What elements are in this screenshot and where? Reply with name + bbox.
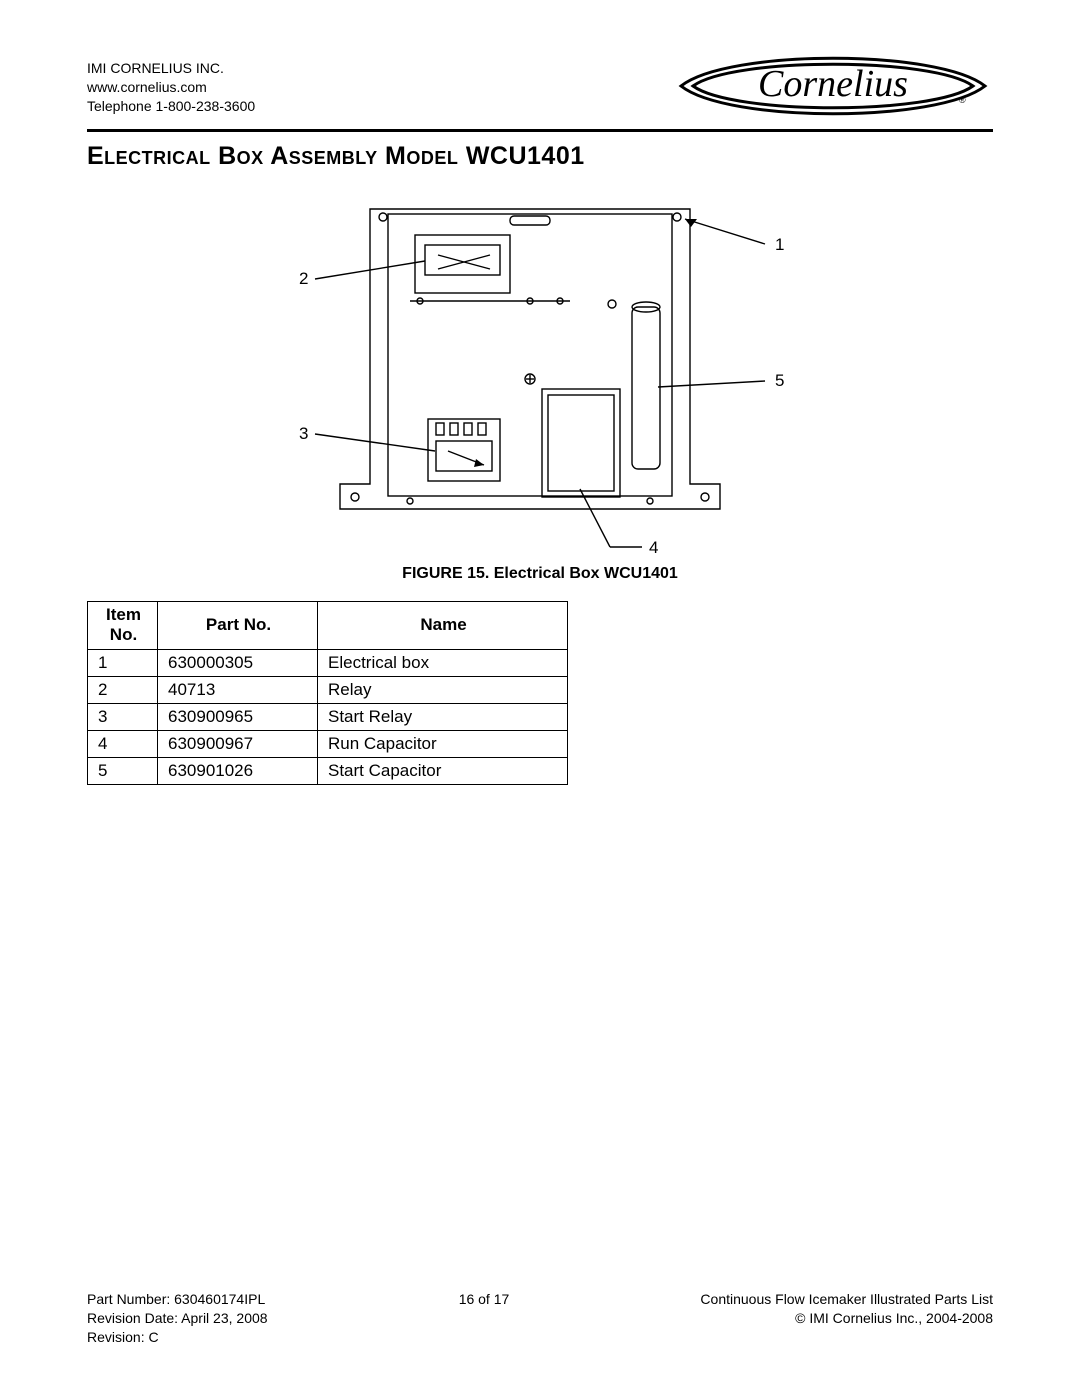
cell-name: Relay — [318, 676, 568, 703]
table-header-row: Item No. Part No. Name — [88, 602, 568, 650]
footer-doc-title: Continuous Flow Icemaker Illustrated Par… — [700, 1290, 993, 1309]
page: IMI CORNELIUS INC. www.cornelius.com Tel… — [0, 0, 1080, 1397]
cell-part: 630900965 — [158, 703, 318, 730]
footer-revision-date: Revision Date: April 23, 2008 — [87, 1309, 268, 1328]
cornelius-logo: Cornelius ® — [673, 55, 993, 117]
company-name: IMI CORNELIUS INC. — [87, 59, 255, 78]
page-footer: Part Number: 630460174IPL Revision Date:… — [87, 1290, 993, 1347]
header-rule — [87, 129, 993, 132]
cell-item: 1 — [88, 649, 158, 676]
section-title: Electrical Box Assembly Model WCU1401 — [87, 142, 993, 171]
cell-item: 3 — [88, 703, 158, 730]
table-row: 5 630901026 Start Capacitor — [88, 757, 568, 784]
table-row: 3 630900965 Start Relay — [88, 703, 568, 730]
cell-item: 2 — [88, 676, 158, 703]
th-name: Name — [318, 602, 568, 650]
company-website: www.cornelius.com — [87, 78, 255, 97]
footer-part-number: Part Number: 630460174IPL — [87, 1290, 268, 1309]
cell-part: 630901026 — [158, 757, 318, 784]
cell-part: 630900967 — [158, 730, 318, 757]
callout-4: 4 — [649, 538, 658, 558]
footer-page-number: 16 of 17 — [459, 1291, 510, 1307]
callout-3: 3 — [299, 424, 308, 444]
cell-part: 40713 — [158, 676, 318, 703]
logo-text: Cornelius — [758, 63, 908, 105]
callout-5: 5 — [775, 371, 784, 391]
th-item: Item No. — [88, 602, 158, 650]
cell-name: Electrical box — [318, 649, 568, 676]
footer-left: Part Number: 630460174IPL Revision Date:… — [87, 1290, 268, 1347]
callout-1: 1 — [775, 235, 784, 255]
footer-copyright: © IMI Cornelius Inc., 2004-2008 — [700, 1309, 993, 1328]
cell-name: Start Capacitor — [318, 757, 568, 784]
footer-right: Continuous Flow Icemaker Illustrated Par… — [700, 1290, 993, 1328]
cell-name: Start Relay — [318, 703, 568, 730]
company-telephone: Telephone 1-800-238-3600 — [87, 97, 255, 116]
footer-revision: Revision: C — [87, 1328, 268, 1347]
parts-table: Item No. Part No. Name 1 630000305 Elect… — [87, 601, 568, 785]
page-header: IMI CORNELIUS INC. www.cornelius.com Tel… — [87, 55, 993, 125]
figure-caption: FIGURE 15. Electrical Box WCU1401 — [87, 565, 993, 583]
th-part: Part No. — [158, 602, 318, 650]
cell-name: Run Capacitor — [318, 730, 568, 757]
cell-item: 4 — [88, 730, 158, 757]
svg-text:®: ® — [959, 95, 966, 105]
table-row: 1 630000305 Electrical box — [88, 649, 568, 676]
company-block: IMI CORNELIUS INC. www.cornelius.com Tel… — [87, 55, 255, 116]
footer-center: 16 of 17 — [268, 1290, 701, 1309]
table-row: 4 630900967 Run Capacitor — [88, 730, 568, 757]
cell-part: 630000305 — [158, 649, 318, 676]
electrical-box-diagram: 1 2 3 4 5 — [87, 189, 993, 559]
table-row: 2 40713 Relay — [88, 676, 568, 703]
callout-2: 2 — [299, 269, 308, 289]
cell-item: 5 — [88, 757, 158, 784]
